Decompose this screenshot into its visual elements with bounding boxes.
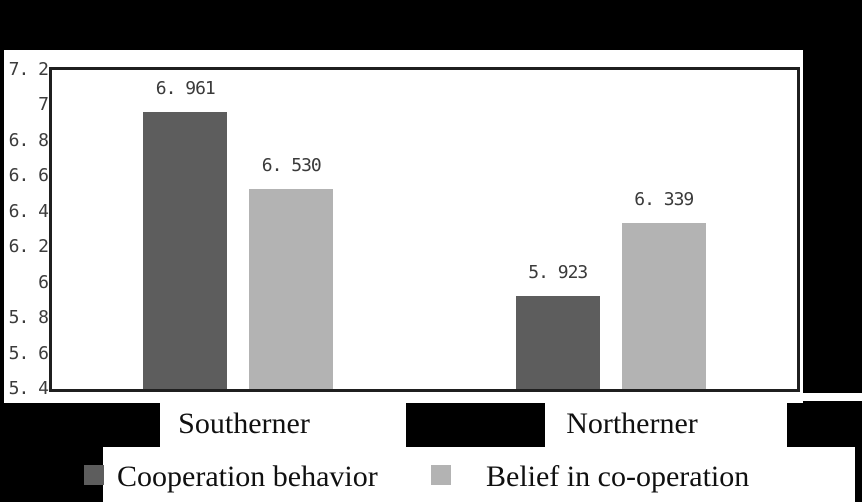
y-tick-label: 5. 4 xyxy=(8,378,49,399)
y-tick-label: 6. 8 xyxy=(8,129,49,151)
legend-label-belief-in-cooperation: Belief in co-operation xyxy=(486,460,750,493)
y-tick-label: 5. 6 xyxy=(8,342,49,364)
legend-strip xyxy=(103,447,855,502)
bar-value-label: 6. 961 xyxy=(155,78,216,100)
legend-swatch-cooperation-behavior xyxy=(84,465,104,485)
category-label-southerner: Southerner xyxy=(178,407,310,440)
bar-northerner-series-0 xyxy=(515,296,600,389)
bar-value-label: 5. 923 xyxy=(528,262,588,284)
y-tick-label: 5. 8 xyxy=(8,307,49,329)
y-tick-label: 6. 2 xyxy=(8,236,49,258)
bar-southerner-series-0 xyxy=(143,112,228,389)
category-strip-northerner xyxy=(545,403,787,447)
category-strip-southerner xyxy=(160,403,406,447)
bar-value-label: 6. 530 xyxy=(261,154,322,176)
category-label-northerner: Northerner xyxy=(566,407,698,440)
y-tick-label: 6 xyxy=(38,271,49,293)
white-sliver xyxy=(803,393,862,401)
bar-southerner-series-1 xyxy=(249,188,334,389)
y-tick-label: 7. 2 xyxy=(8,59,49,80)
y-tick-label: 6. 4 xyxy=(8,200,49,222)
legend-label-cooperation-behavior: Cooperation behavior xyxy=(117,460,378,493)
y-tick-label: 7 xyxy=(38,94,49,116)
legend-swatch-belief-in-cooperation xyxy=(431,465,451,485)
bar-northerner-series-1 xyxy=(621,222,706,389)
y-tick-label: 6. 6 xyxy=(8,165,49,187)
bar-value-label: 6. 339 xyxy=(634,188,694,210)
